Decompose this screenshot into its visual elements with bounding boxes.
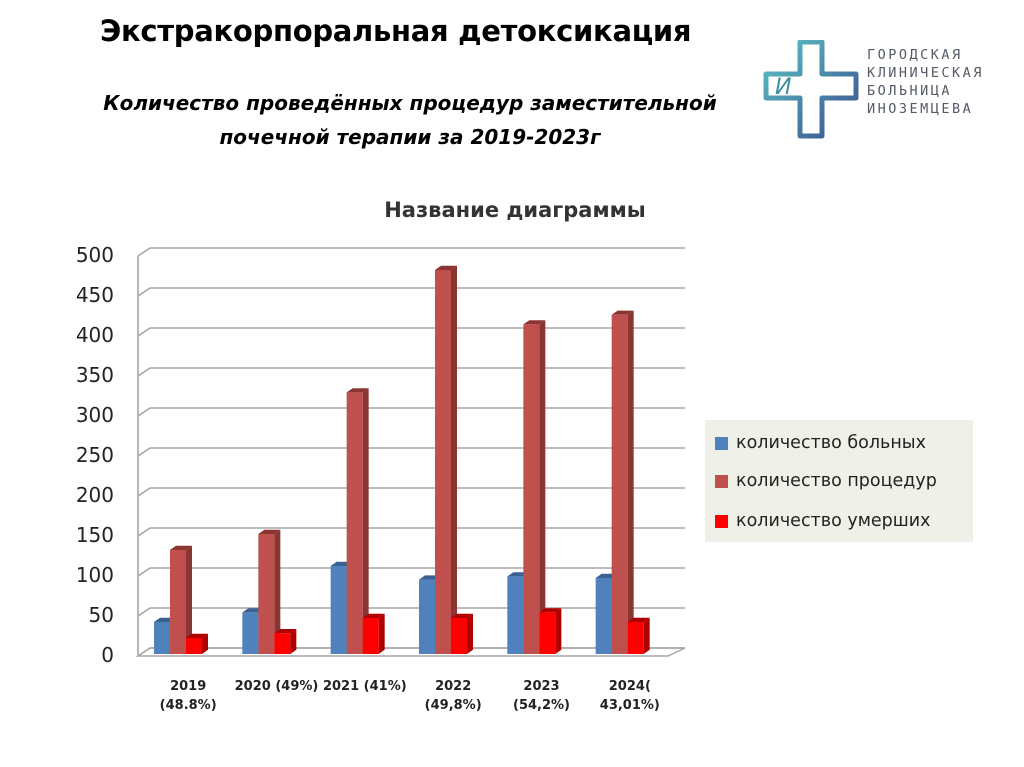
logo-line: КЛИНИЧЕСКАЯ [867, 65, 984, 81]
bar-1-4 [523, 324, 540, 654]
bar-0-1 [242, 612, 259, 654]
y-tick-label: 250 [75, 443, 114, 467]
legend-item-procedures: количество процедур [715, 466, 937, 496]
bar-0-3 [419, 579, 435, 654]
bar-0-0 [154, 622, 170, 654]
chart-legend: количество больных количество процедур к… [705, 420, 973, 542]
y-tick-label: 200 [75, 483, 114, 507]
bar-1-2 [346, 392, 363, 654]
hospital-logo: И ГОРОДСКАЯ КЛИНИЧЕСКАЯ БОЛЬНИЦА ИНОЗЕМЦ… [762, 39, 1002, 140]
legend-swatch-blue [715, 436, 728, 450]
chart-title: Название диаграммы [384, 198, 646, 222]
logo-line: ИНОЗЕМЦЕВА [867, 101, 974, 117]
y-tick-label: 150 [75, 523, 114, 547]
bar-2-1 [274, 633, 291, 654]
logo-line: БОЛЬНИЦА [867, 83, 953, 99]
bar-1-0 [170, 550, 186, 654]
legend-swatch-darkred [715, 474, 728, 488]
y-tick-label: 100 [75, 563, 114, 587]
subtitle-line-2: почечной терапии за 2019-2023г [219, 125, 601, 149]
x-tick-label: 2023 (54,2%) [513, 679, 570, 713]
x-tick-label: 2020 (49%) [234, 679, 319, 694]
legend-label: количество процедур [736, 471, 937, 491]
logo-text: ГОРОДСКАЯ КЛИНИЧЕСКАЯ БОЛЬНИЦА ИНОЗЕМЦЕВ… [867, 46, 984, 118]
subtitle-line-1: Количество проведённых процедур заместит… [103, 91, 717, 115]
logo-line: ГОРОДСКАЯ [867, 47, 963, 63]
y-tick-label: 300 [75, 403, 114, 427]
bar-2-5 [627, 622, 644, 654]
y-tick-label: 0 [101, 643, 114, 667]
y-tick-label: 400 [75, 323, 114, 347]
y-tick-label: 500 [75, 243, 114, 267]
bar-2-4 [539, 612, 556, 654]
y-tick-label: 450 [75, 283, 114, 307]
x-tick-label: 2024(43,01%) [599, 679, 660, 713]
x-tick-label: 2019 (48.8%) [159, 679, 217, 713]
bar-2-2 [362, 618, 379, 654]
logo-monogram: И [775, 75, 791, 100]
bar-1-5 [611, 314, 628, 654]
bar-1-3 [435, 270, 451, 654]
bar-2-0 [186, 638, 202, 654]
bar-0-5 [595, 578, 612, 654]
legend-label: количество больных [736, 433, 926, 453]
legend-label: количество умерших [736, 511, 931, 531]
slide-subtitle: Количество проведённых процедур заместит… [60, 86, 760, 154]
legend-item-deaths: количество умерших [715, 506, 931, 536]
x-tick-label: 2021 (41%) [322, 679, 407, 694]
bar-1-1 [258, 534, 275, 654]
medical-cross-icon: И [763, 39, 859, 139]
y-tick-label: 350 [75, 363, 114, 387]
bar-0-2 [330, 566, 347, 654]
legend-swatch-red [715, 514, 728, 528]
slide-title: Экстракорпоральная детоксикация [100, 14, 692, 48]
legend-item-patients: количество больных [715, 428, 926, 458]
y-tick-label: 50 [88, 603, 114, 627]
x-tick-label: 2022 (49,8%) [424, 679, 482, 713]
bar-2-3 [451, 618, 467, 654]
bar-0-4 [507, 576, 524, 654]
